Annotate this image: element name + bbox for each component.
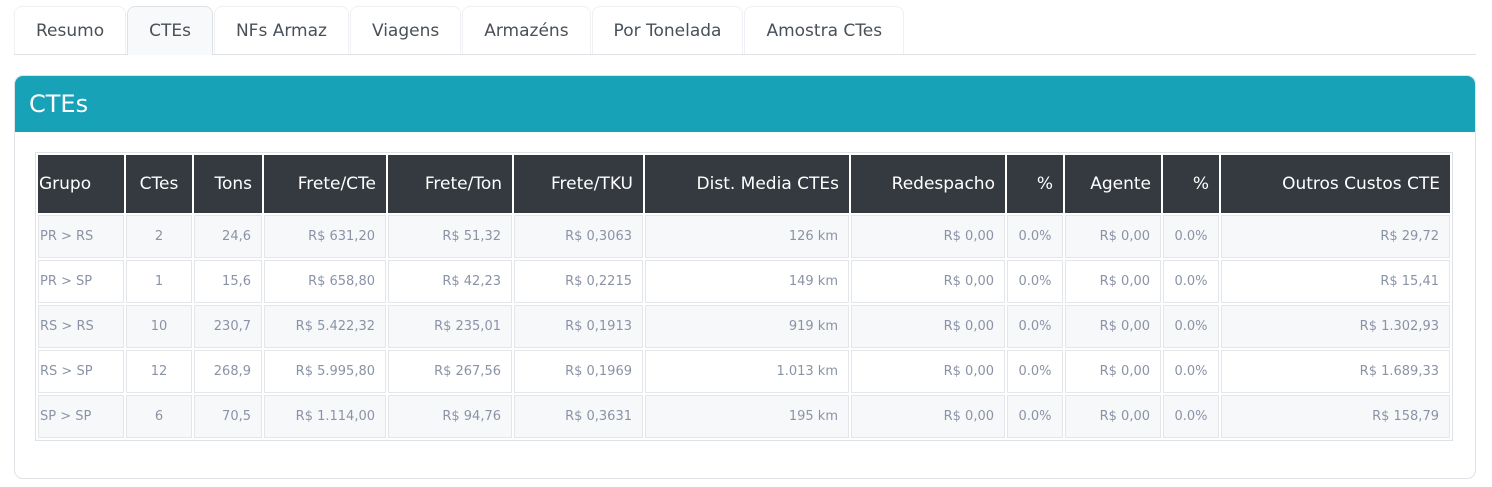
- cell-frete-cte: R$ 631,20: [264, 215, 386, 258]
- cell-dist-media: 126 km: [645, 215, 849, 258]
- col-ctes[interactable]: CTes: [126, 155, 192, 213]
- cell-redespacho-pct: 0.0%: [1007, 395, 1063, 438]
- col-agente-pct[interactable]: %: [1163, 155, 1219, 213]
- cell-tons: 70,5: [194, 395, 262, 438]
- col-dist-media[interactable]: Dist. Media CTEs: [645, 155, 849, 213]
- cell-frete-cte: R$ 5.422,32: [264, 305, 386, 348]
- tab-resumo[interactable]: Resumo: [14, 6, 127, 54]
- cell-redespacho: R$ 0,00: [851, 305, 1005, 348]
- cell-outros-custos: R$ 1.689,33: [1221, 350, 1450, 393]
- tab-amostra-ctes[interactable]: Amostra CTes: [744, 6, 905, 54]
- cell-outros-custos: R$ 15,41: [1221, 260, 1450, 303]
- table-row: RS > SP 12 268,9 R$ 5.995,80 R$ 267,56 R…: [38, 350, 1450, 393]
- cell-ctes: 10: [126, 305, 192, 348]
- cell-grupo: RS > RS: [38, 305, 124, 348]
- col-frete-tku[interactable]: Frete/TKU: [514, 155, 643, 213]
- cell-frete-ton: R$ 42,23: [388, 260, 512, 303]
- cell-ctes: 12: [126, 350, 192, 393]
- cell-redespacho-pct: 0.0%: [1007, 350, 1063, 393]
- cell-frete-ton: R$ 51,32: [388, 215, 512, 258]
- cell-tons: 24,6: [194, 215, 262, 258]
- cell-redespacho-pct: 0.0%: [1007, 305, 1063, 348]
- cell-tons: 15,6: [194, 260, 262, 303]
- cell-outros-custos: R$ 1.302,93: [1221, 305, 1450, 348]
- col-redespacho[interactable]: Redespacho: [851, 155, 1005, 213]
- cell-frete-cte: R$ 5.995,80: [264, 350, 386, 393]
- cell-grupo: PR > SP: [38, 260, 124, 303]
- cell-agente: R$ 0,00: [1065, 260, 1161, 303]
- cell-frete-tku: R$ 0,2215: [514, 260, 643, 303]
- col-grupo[interactable]: Grupo: [38, 155, 124, 213]
- cell-grupo: SP > SP: [38, 395, 124, 438]
- cell-agente: R$ 0,00: [1065, 215, 1161, 258]
- tab-por-tonelada[interactable]: Por Tonelada: [591, 6, 744, 54]
- tab-nfs-armaz[interactable]: NFs Armaz: [213, 6, 349, 54]
- cell-agente-pct: 0.0%: [1163, 260, 1219, 303]
- table-row: RS > RS 10 230,7 R$ 5.422,32 R$ 235,01 R…: [38, 305, 1450, 348]
- cell-frete-cte: R$ 658,80: [264, 260, 386, 303]
- col-redespacho-pct[interactable]: %: [1007, 155, 1063, 213]
- cell-dist-media: 919 km: [645, 305, 849, 348]
- col-frete-cte[interactable]: Frete/CTe: [264, 155, 386, 213]
- cell-frete-tku: R$ 0,1969: [514, 350, 643, 393]
- cell-dist-media: 195 km: [645, 395, 849, 438]
- cell-redespacho: R$ 0,00: [851, 350, 1005, 393]
- cell-frete-cte: R$ 1.114,00: [264, 395, 386, 438]
- table-row: PR > SP 1 15,6 R$ 658,80 R$ 42,23 R$ 0,2…: [38, 260, 1450, 303]
- cell-frete-ton: R$ 94,76: [388, 395, 512, 438]
- card-title: CTEs: [15, 76, 1475, 132]
- cell-frete-ton: R$ 267,56: [388, 350, 512, 393]
- table-row: PR > RS 2 24,6 R$ 631,20 R$ 51,32 R$ 0,3…: [38, 215, 1450, 258]
- col-frete-ton[interactable]: Frete/Ton: [388, 155, 512, 213]
- cell-ctes: 6: [126, 395, 192, 438]
- cell-redespacho-pct: 0.0%: [1007, 215, 1063, 258]
- ctes-table: Grupo CTes Tons Frete/CTe Frete/Ton Fret…: [36, 153, 1452, 440]
- tab-ctes[interactable]: CTEs: [127, 6, 213, 55]
- col-agente[interactable]: Agente: [1065, 155, 1161, 213]
- cell-redespacho: R$ 0,00: [851, 395, 1005, 438]
- cell-grupo: PR > RS: [38, 215, 124, 258]
- cell-frete-tku: R$ 0,3631: [514, 395, 643, 438]
- cell-dist-media: 149 km: [645, 260, 849, 303]
- cell-agente-pct: 0.0%: [1163, 215, 1219, 258]
- cell-agente-pct: 0.0%: [1163, 350, 1219, 393]
- cell-tons: 230,7: [194, 305, 262, 348]
- ctes-card: CTEs Grupo CTes Tons Frete/CTe Frete/Ton…: [14, 75, 1476, 479]
- cell-agente: R$ 0,00: [1065, 305, 1161, 348]
- cell-frete-tku: R$ 0,1913: [514, 305, 643, 348]
- cell-agente: R$ 0,00: [1065, 350, 1161, 393]
- table-row: SP > SP 6 70,5 R$ 1.114,00 R$ 94,76 R$ 0…: [38, 395, 1450, 438]
- cell-dist-media: 1.013 km: [645, 350, 849, 393]
- cell-grupo: RS > SP: [38, 350, 124, 393]
- table-header-row: Grupo CTes Tons Frete/CTe Frete/Ton Fret…: [38, 155, 1450, 213]
- tab-bar: Resumo CTEs NFs Armaz Viagens Armazéns P…: [14, 6, 1476, 55]
- cell-redespacho-pct: 0.0%: [1007, 260, 1063, 303]
- cell-ctes: 2: [126, 215, 192, 258]
- cell-tons: 268,9: [194, 350, 262, 393]
- cell-agente-pct: 0.0%: [1163, 395, 1219, 438]
- tab-armazens[interactable]: Armazéns: [462, 6, 591, 54]
- cell-frete-tku: R$ 0,3063: [514, 215, 643, 258]
- cell-redespacho: R$ 0,00: [851, 215, 1005, 258]
- cell-frete-ton: R$ 235,01: [388, 305, 512, 348]
- col-outros-custos[interactable]: Outros Custos CTE: [1221, 155, 1450, 213]
- col-tons[interactable]: Tons: [194, 155, 262, 213]
- cell-agente-pct: 0.0%: [1163, 305, 1219, 348]
- cell-redespacho: R$ 0,00: [851, 260, 1005, 303]
- tab-viagens[interactable]: Viagens: [349, 6, 462, 54]
- cell-outros-custos: R$ 29,72: [1221, 215, 1450, 258]
- ctes-table-wrapper: Grupo CTes Tons Frete/CTe Frete/Ton Fret…: [35, 152, 1453, 441]
- cell-ctes: 1: [126, 260, 192, 303]
- cell-outros-custos: R$ 158,79: [1221, 395, 1450, 438]
- cell-agente: R$ 0,00: [1065, 395, 1161, 438]
